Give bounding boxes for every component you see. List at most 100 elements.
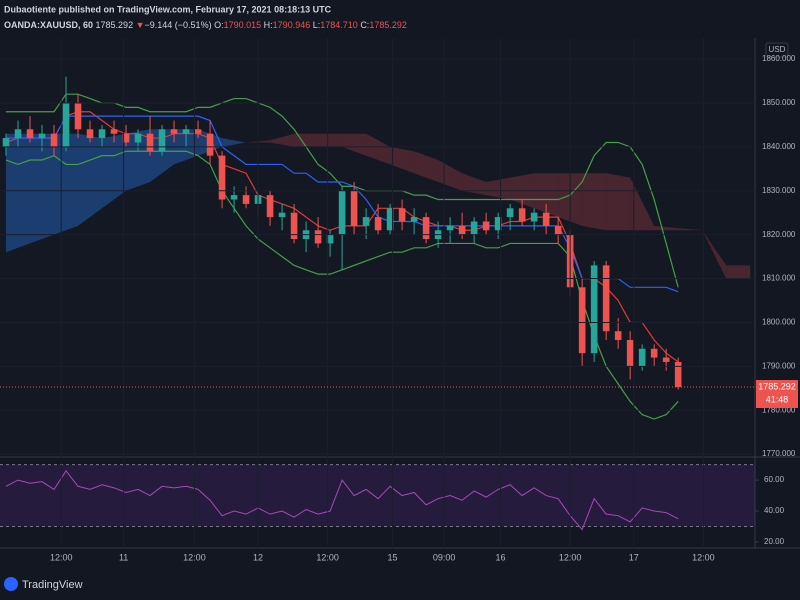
candle-body bbox=[542, 212, 550, 226]
low: 1784.710 bbox=[320, 20, 358, 30]
rsi-tick-label: 20.00 bbox=[764, 537, 785, 546]
cloud-segment bbox=[606, 173, 631, 231]
y-tick-label: 1800.000 bbox=[762, 318, 796, 327]
x-tick-label: 16 bbox=[496, 552, 506, 562]
y-tick-label: 1780.000 bbox=[762, 405, 796, 414]
cloud-segment bbox=[78, 133, 103, 226]
x-tick-label: 17 bbox=[629, 552, 639, 562]
candle-body bbox=[458, 225, 466, 235]
arrow: ▼ bbox=[136, 20, 145, 30]
cloud-segment bbox=[534, 173, 559, 218]
rsi-tick-label: 60.00 bbox=[764, 475, 785, 484]
x-tick-label: 15 bbox=[387, 552, 397, 562]
symbol: OANDA:XAUUSD, 60 bbox=[4, 20, 93, 30]
l-label: L: bbox=[313, 20, 321, 30]
cloud-segment bbox=[414, 151, 439, 182]
cloud-segment bbox=[342, 133, 367, 156]
change: −9.144 (−0.51%) bbox=[145, 20, 212, 30]
candle-body bbox=[470, 221, 478, 235]
open: 1790.015 bbox=[224, 20, 262, 30]
candle-body bbox=[230, 195, 238, 200]
candle-body bbox=[638, 348, 646, 367]
price-box bbox=[756, 379, 798, 408]
cloud-segment bbox=[6, 133, 31, 253]
price-marker-label: 1785.292 bbox=[758, 381, 796, 391]
x-tick-label: 12:00 bbox=[183, 552, 206, 562]
candle-body bbox=[650, 348, 658, 358]
y-tick-label: 1830.000 bbox=[762, 186, 796, 195]
cloud-segment bbox=[486, 177, 511, 200]
x-tick-label: 12 bbox=[253, 552, 263, 562]
cloud-segment bbox=[30, 133, 55, 244]
candle-body bbox=[290, 212, 298, 240]
candle-body bbox=[482, 221, 490, 231]
x-tick-label: 09:00 bbox=[433, 552, 456, 562]
candle-body bbox=[674, 361, 682, 387]
cloud-segment bbox=[318, 133, 343, 147]
candle-body bbox=[446, 225, 454, 231]
candle-body bbox=[326, 234, 334, 244]
currency-box bbox=[765, 42, 789, 58]
ichimoku-cloud bbox=[6, 129, 751, 279]
cloud-segment bbox=[702, 230, 727, 279]
candle-body bbox=[134, 133, 142, 143]
y-tick-label: 1850.000 bbox=[762, 98, 796, 107]
quote-line: OANDA:XAUUSD, 60 1785.292 ▼−9.144 (−0.51… bbox=[4, 20, 407, 30]
candle-body bbox=[242, 195, 250, 204]
x-tick-label: 12:00 bbox=[316, 552, 339, 562]
rsi-line bbox=[5, 469, 679, 531]
cloud-segment bbox=[462, 173, 487, 196]
candle-body bbox=[590, 265, 598, 354]
price-pane bbox=[0, 38, 755, 455]
cloud-segment bbox=[126, 129, 151, 191]
y-tick-label: 1820.000 bbox=[762, 230, 796, 239]
cloud-segment bbox=[678, 228, 703, 231]
candle-body bbox=[146, 133, 154, 152]
candle-body bbox=[122, 133, 130, 143]
candle-body bbox=[374, 217, 382, 231]
o-label: O: bbox=[214, 20, 224, 30]
candle-body bbox=[266, 195, 274, 218]
close: 1785.292 bbox=[369, 20, 407, 30]
candle-body bbox=[86, 129, 94, 139]
cloud-segment bbox=[54, 133, 79, 235]
candle-body bbox=[194, 129, 202, 134]
logo-icon[interactable] bbox=[4, 577, 18, 591]
candle-body bbox=[530, 212, 538, 222]
candle-body bbox=[26, 129, 34, 139]
cloud-segment bbox=[294, 133, 319, 147]
candle-body bbox=[182, 129, 190, 134]
currency: USD bbox=[769, 45, 786, 54]
cloud-segment bbox=[270, 133, 295, 147]
candle-body bbox=[602, 265, 610, 332]
countdown: 41:48 bbox=[766, 394, 789, 404]
indicator-line bbox=[6, 93, 679, 288]
cloud-segment bbox=[390, 146, 415, 174]
candle-body bbox=[518, 208, 526, 222]
candle-body bbox=[362, 217, 370, 226]
cloud-segment bbox=[654, 225, 679, 231]
y-tick-label: 1770.000 bbox=[762, 449, 796, 458]
rsi-tick-label: 40.00 bbox=[764, 506, 785, 515]
cloud-segment bbox=[582, 173, 607, 231]
candle-body bbox=[662, 357, 670, 362]
candle-body bbox=[422, 217, 430, 240]
last: 1785.292 bbox=[96, 20, 134, 30]
logo[interactable]: TradingView bbox=[22, 579, 83, 591]
candle-body bbox=[50, 133, 58, 147]
candle-body bbox=[578, 287, 586, 354]
candle-body bbox=[206, 133, 214, 156]
rsi-pane: 20.00 40.00 60.00 bbox=[0, 464, 785, 546]
publisher: Dubaotiente published on TradingView.com… bbox=[4, 4, 332, 14]
candle-body bbox=[350, 190, 358, 226]
candle-body bbox=[494, 217, 502, 231]
candle-body bbox=[278, 212, 286, 218]
x-tick-label: 12:00 bbox=[559, 552, 582, 562]
candle-body bbox=[38, 133, 46, 139]
candle-body bbox=[386, 208, 394, 231]
candle-body bbox=[314, 230, 322, 244]
y-tick-label: 1860.000 bbox=[762, 54, 796, 63]
candle-body bbox=[218, 155, 226, 200]
rsi-band bbox=[0, 464, 755, 527]
